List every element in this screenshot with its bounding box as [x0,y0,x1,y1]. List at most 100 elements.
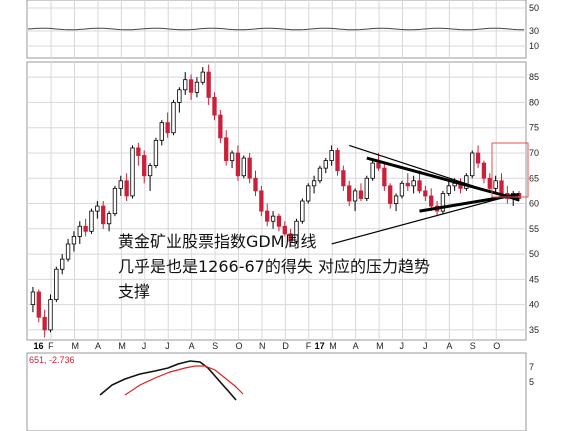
candle-body [311,180,317,187]
candle-body [247,157,252,179]
candle-body [101,205,106,225]
candle-body [282,225,287,235]
candle [101,201,106,229]
candle [282,221,287,237]
candle [352,188,358,212]
candle-body [276,215,282,227]
candle [306,183,311,204]
candle [130,145,135,199]
candle-body [393,195,399,204]
candle [83,218,88,237]
candle-body [358,190,364,199]
candle-body [212,96,217,116]
y-tick-label: 45 [529,274,539,284]
candle-body [200,71,205,83]
month-label: O [493,341,500,351]
y-tick-label: 85 [529,72,539,82]
candle-body [165,122,170,134]
candle-body [259,190,264,212]
candle [347,180,352,207]
candle-body [446,185,451,194]
candle-body [77,225,82,237]
candle-body [487,177,492,189]
candle-body [470,152,475,177]
candle-body [42,316,47,331]
month-label: J [400,341,405,351]
candle-body [112,187,118,215]
candle-body [347,185,352,202]
month-label: O [236,341,243,351]
candle-body [153,139,159,167]
candle-body [194,81,200,93]
candle [323,158,328,174]
highlight-box [491,142,529,198]
candle-body [147,165,153,177]
candle-body [124,180,129,197]
indicator-label: 651, -2.736 [29,355,75,365]
candle [276,213,282,232]
candle [60,254,65,275]
candle-body [253,177,258,192]
candle [270,211,276,229]
candle-body [83,225,88,232]
candle [65,238,71,262]
month-label: S [212,341,218,351]
candle-body [411,180,416,187]
candle [241,155,246,179]
month-label: J [142,341,147,351]
candle-body [405,182,410,187]
month-label: A [95,341,101,351]
y-tick-label: 65 [529,173,539,183]
oscillator-signal-line [124,365,244,396]
candle-body [159,122,164,141]
candle [171,99,176,136]
candle-body [294,220,299,242]
y-tick-label: 35 [529,325,539,335]
candle-body [241,157,246,177]
month-label: A [446,341,452,351]
candle [212,92,217,121]
candle [399,180,405,199]
x-axis: F M A M J J A S O N D F M A M J J A S O 16 17 [34,341,501,351]
candle [294,218,299,244]
candle [206,64,211,105]
candle [364,175,369,201]
candle-body [370,162,375,179]
candle-body [183,79,188,91]
candle [388,183,393,209]
candle [382,163,387,191]
candle [54,266,59,303]
top-tick-label: 30 [529,26,539,36]
y-tick-label: 75 [529,123,539,133]
candle-body [265,210,270,222]
candle-body [136,147,141,156]
top-tick-label: 10 [529,41,539,51]
candle [112,185,118,217]
candle [95,201,100,219]
bottom-tick-label: 7 [529,362,534,372]
candle-body [106,213,112,225]
candle-body [317,167,323,182]
candle-body [224,137,229,161]
candle-body [177,89,182,103]
candle-body [499,180,504,194]
candle [446,180,451,196]
candle [147,163,153,191]
candle-body [206,71,211,98]
y-tick-label: 70 [529,148,539,158]
candle [429,188,434,212]
candle [42,309,47,338]
candle-body [95,205,100,212]
candle-body [36,291,41,318]
oscillator-line [99,360,237,401]
candle-body [30,291,36,306]
candle [253,170,258,196]
candle-body [65,243,71,260]
month-label: M [118,341,126,351]
top-indicator-panel: 50 30 10 [26,0,539,59]
candle-body [382,167,387,187]
candle [405,173,410,191]
month-label: N [259,341,266,351]
candle-body [323,160,328,169]
month-label: A [189,341,195,351]
